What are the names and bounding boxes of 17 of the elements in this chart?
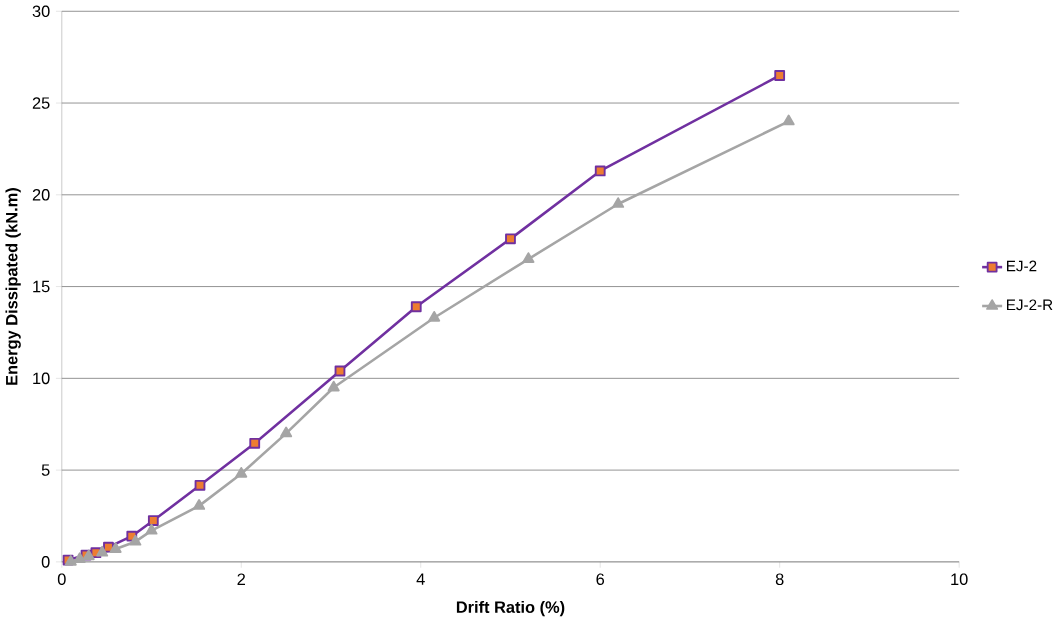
y-tick-label: 30 <box>32 5 50 18</box>
x-tick-label: 10 <box>951 573 968 586</box>
y-axis-title: Energy Dissipated (kN.m) <box>5 188 21 385</box>
x-tick-label: 0 <box>57 573 66 586</box>
y-tick-label: 15 <box>33 281 50 293</box>
y-tick-label: 25 <box>32 97 50 110</box>
x-tick-label: 6 <box>596 573 605 586</box>
y-tick-label: 20 <box>32 189 50 201</box>
x-tick-label: 2 <box>237 573 246 586</box>
legend-label: EJ-2 <box>1007 260 1037 272</box>
y-tick-label: 0 <box>41 556 50 568</box>
x-tick-label: 8 <box>775 573 784 586</box>
x-tick-label: 4 <box>416 573 425 585</box>
y-tick-label: 5 <box>41 464 50 476</box>
legend-label: EJ-2-R <box>1007 299 1053 311</box>
y-tick-label: 10 <box>33 372 50 385</box>
x-axis-title: Drift Ratio (%) <box>456 601 565 617</box>
